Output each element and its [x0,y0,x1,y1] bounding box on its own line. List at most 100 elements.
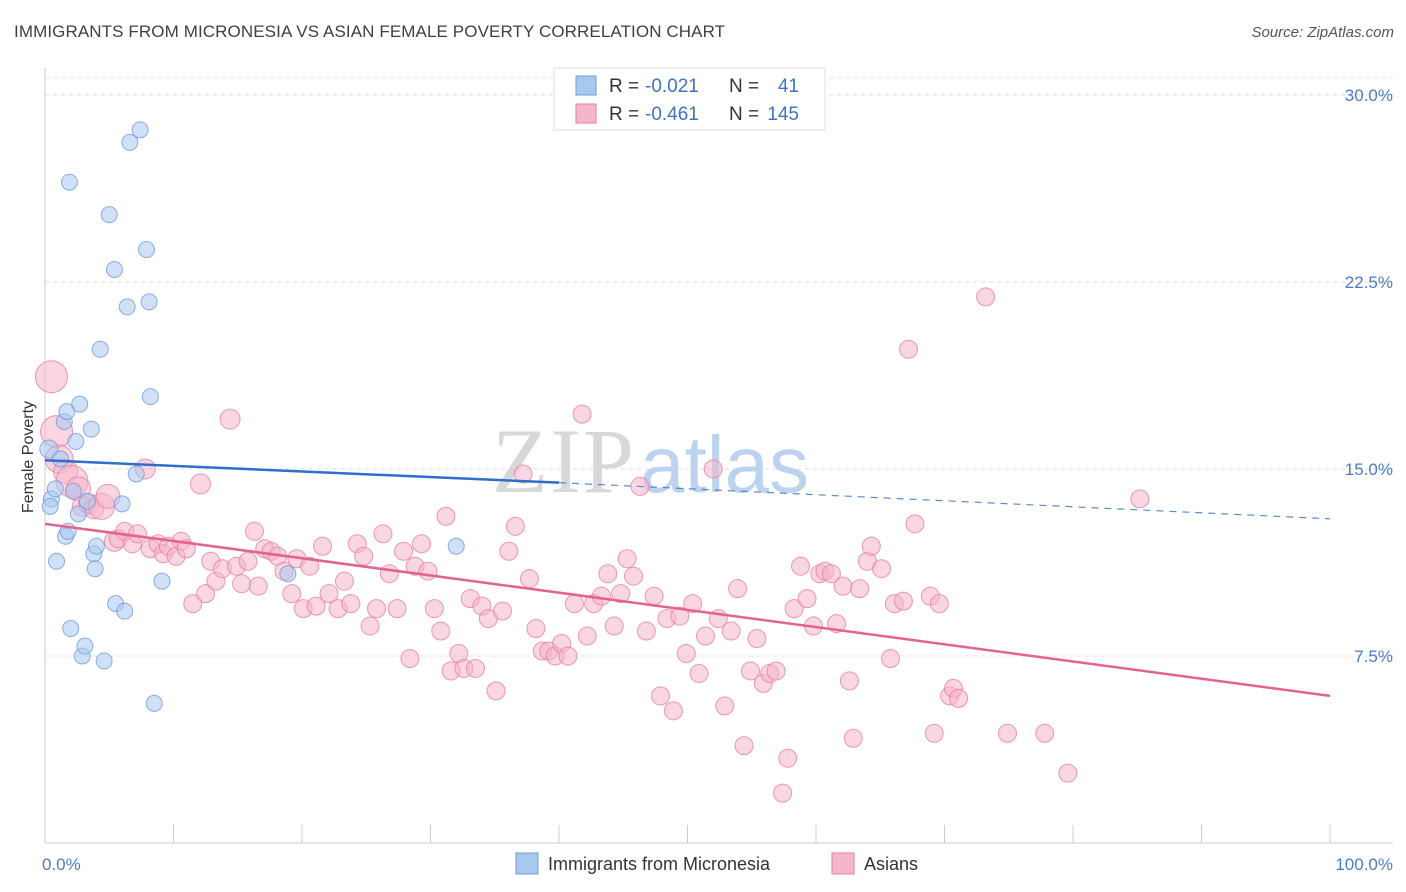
asians-point [683,594,703,614]
asians-point [821,564,841,584]
micronesia-point [78,492,96,510]
y-tick-labels: 7.5% 15.0% 22.5% 30.0% [1345,86,1393,666]
asians-point [379,564,399,584]
asians-points [34,287,1150,803]
asians-point [784,599,804,619]
asians-point [1058,763,1078,783]
micronesia-point [113,495,131,513]
micronesia-point [145,694,163,712]
asians-point [412,534,432,554]
asians-point [424,599,444,619]
legend-n-value-micronesia: 41 [778,76,799,97]
asians-point [721,621,741,641]
asians-point [373,524,393,544]
asians-point [624,566,644,586]
asians-point [791,556,811,576]
bottom-legend: Immigrants from Micronesia Asians [515,852,918,875]
asians-point [572,404,592,424]
source-label: Source: ZipAtlas.com [1251,24,1394,41]
micronesia-point [121,133,139,151]
asians-point [734,736,754,756]
chart-title: IMMIGRANTS FROM MICRONESIA VS ASIAN FEMA… [14,22,726,41]
legend-r-value-asians: -0.461 [645,104,699,125]
asians-point [526,619,546,639]
asians-point [899,339,919,359]
asians-point [183,594,203,614]
asians-point [617,549,637,569]
asians-point [797,589,817,609]
asians-point [513,464,533,484]
asians-point [905,514,925,534]
asians-point [486,681,506,701]
bottom-legend-label-micronesia: Immigrants from Micronesia [548,854,771,874]
asians-point [611,584,631,604]
asians-point [929,594,949,614]
asians-point [872,559,892,579]
asians-point [766,661,786,681]
asians-point [1035,723,1055,743]
legend: R = -0.021 N = 41 R = -0.461 N = 145 [553,67,826,131]
micronesia-point [131,121,149,139]
micronesia-point [64,482,82,500]
asians-point [577,626,597,646]
asians-point [881,648,901,668]
asians-point [695,626,715,646]
asians-point [232,574,252,594]
legend-box [553,67,826,131]
asians-point [949,688,969,708]
micronesia-point [91,340,109,358]
micronesia-point [95,652,113,670]
bottom-legend-swatch-asians [831,852,855,875]
watermark-zip: ZIP [492,410,636,512]
micronesia-point [58,403,76,421]
asians-point [663,701,683,721]
asians-trend-line [44,522,1331,698]
legend-n-value-asians: 145 [767,104,799,125]
micronesia-point [39,439,59,459]
asians-point [505,516,525,536]
asians-point [778,748,798,768]
legend-r-label-asians: R = [609,104,639,125]
asians-point [715,696,735,716]
asians-point [833,576,853,596]
asians-point [604,616,624,636]
micronesia-point [447,537,465,555]
asians-point [492,601,512,621]
asians-point [558,646,578,666]
legend-r-label-micronesia: R = [609,76,639,97]
asians-point [728,579,748,599]
watermark-atlas: atlas [640,420,809,509]
legend-n-label-asians: N = [729,104,759,125]
asians-point [219,408,241,430]
micronesia-point [51,450,69,468]
y-tick-label: 22.5% [1345,273,1393,292]
micronesia-point [76,637,94,655]
micronesia-point [62,620,80,638]
micronesia-point [279,565,297,583]
micronesia-point [105,260,123,278]
micronesia-trend-extension [558,482,1331,520]
asians-point [244,521,264,541]
asians-point [367,599,387,619]
micronesia-point [140,293,158,311]
asians-point [465,658,485,678]
asians-point [689,663,709,683]
y-tick-label: 30.0% [1345,86,1393,105]
asians-point [341,594,361,614]
asians-point [354,546,374,566]
watermark: ZIP atlas [492,410,809,512]
micronesia-point [141,388,159,406]
asians-point [128,524,148,544]
asians-point [893,591,913,611]
asians-point [431,621,451,641]
asians-point [598,564,618,584]
micronesia-point [69,505,87,523]
asians-point [436,506,456,526]
asians-point [773,783,793,803]
asians-point [34,360,68,394]
asians-point [499,541,519,561]
micronesia-trend-line [44,458,560,484]
y-tick-label: 15.0% [1345,460,1393,479]
asians-point [1130,489,1150,509]
